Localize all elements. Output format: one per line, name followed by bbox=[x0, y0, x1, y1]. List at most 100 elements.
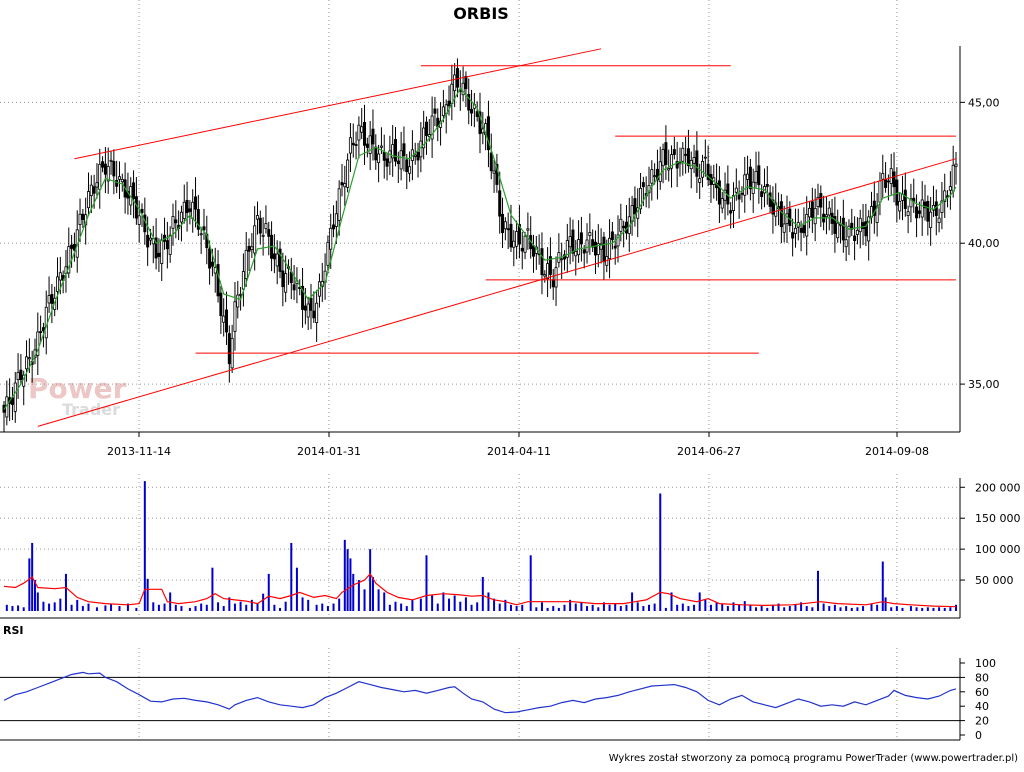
chart-title: ORBIS bbox=[453, 4, 509, 23]
volume-bar bbox=[400, 603, 403, 611]
candle-body bbox=[723, 189, 727, 201]
volume-bar bbox=[608, 604, 611, 611]
candle-body bbox=[467, 93, 471, 111]
candle-body bbox=[672, 149, 676, 155]
candle-body bbox=[455, 68, 459, 88]
candle-body bbox=[948, 186, 952, 191]
candle-body bbox=[275, 253, 279, 267]
candle-body bbox=[684, 153, 688, 156]
candle-body bbox=[523, 235, 527, 253]
price-y-tick-label: 45,00 bbox=[968, 96, 1000, 109]
candle-body bbox=[278, 248, 282, 272]
candle-body bbox=[655, 168, 659, 181]
volume-bar bbox=[597, 607, 600, 611]
volume-bar bbox=[146, 578, 149, 611]
rsi-y-tick-label: 80 bbox=[975, 671, 989, 684]
volume-bar bbox=[267, 573, 270, 611]
candle-body bbox=[819, 193, 823, 208]
volume-y-tick-label: 100 000 bbox=[975, 543, 1021, 556]
candle-body bbox=[379, 145, 383, 148]
volume-bar bbox=[845, 606, 848, 611]
rsi-y-tick-label: 20 bbox=[975, 715, 989, 728]
candle-body bbox=[365, 143, 369, 148]
volume-bar bbox=[895, 606, 898, 611]
volume-bar bbox=[557, 607, 560, 611]
candle-body bbox=[109, 159, 113, 162]
candle-body bbox=[47, 295, 51, 304]
volume-bar bbox=[884, 597, 887, 611]
volume-bar bbox=[619, 606, 622, 611]
support-resistance-lines bbox=[37, 48, 957, 427]
candle-body bbox=[112, 161, 116, 177]
candle-body bbox=[326, 241, 330, 266]
candle-body bbox=[768, 192, 772, 207]
candle-body bbox=[334, 213, 338, 227]
candle-body bbox=[292, 284, 296, 291]
candle-body bbox=[675, 161, 679, 169]
candle-body bbox=[546, 263, 550, 280]
candle-body bbox=[402, 143, 406, 157]
volume-bar bbox=[453, 595, 456, 611]
volume-bar bbox=[540, 602, 543, 611]
candle-body bbox=[132, 182, 136, 200]
volume-bar bbox=[217, 602, 220, 611]
candle-body bbox=[898, 200, 902, 212]
volume-bar bbox=[279, 607, 282, 611]
volume-bar bbox=[777, 603, 780, 611]
candle-body bbox=[565, 240, 569, 258]
candle-body bbox=[734, 187, 738, 193]
candle-body bbox=[199, 233, 203, 236]
volume-bar bbox=[839, 607, 842, 611]
price-panel: 35,00 40,00 45,00 2013-11-14 2014-01-31 2014… bbox=[0, 0, 1000, 458]
volume-bar bbox=[811, 607, 814, 611]
volume-bar bbox=[126, 603, 129, 611]
volume-bar bbox=[352, 573, 355, 611]
volume-bar bbox=[932, 607, 935, 611]
candle-body bbox=[106, 166, 110, 182]
candle-body bbox=[188, 208, 192, 212]
candle-body bbox=[788, 208, 792, 226]
candle-body bbox=[909, 198, 913, 208]
volume-bar bbox=[135, 607, 138, 611]
volume-bar bbox=[901, 607, 904, 611]
volume-bar bbox=[470, 604, 473, 611]
volume-bar bbox=[546, 607, 549, 611]
candle-body bbox=[56, 276, 60, 292]
volume-bar bbox=[307, 599, 310, 611]
volume-bar bbox=[411, 599, 414, 611]
candle-body bbox=[915, 206, 919, 219]
volume-bar bbox=[17, 605, 20, 611]
volume-bar bbox=[256, 603, 259, 611]
volume-bar bbox=[822, 603, 825, 611]
volume-bar bbox=[222, 606, 225, 611]
volume-bar bbox=[670, 592, 673, 611]
candle-body bbox=[731, 195, 735, 211]
candle-body bbox=[72, 243, 76, 251]
candle-body bbox=[906, 211, 910, 216]
candle-body bbox=[332, 224, 336, 230]
candle-body bbox=[50, 294, 54, 304]
candle-body bbox=[394, 139, 398, 162]
candle-body bbox=[740, 192, 744, 195]
candle-body bbox=[329, 227, 333, 250]
candle-body bbox=[210, 261, 214, 267]
volume-bar bbox=[349, 558, 352, 611]
candle-body bbox=[737, 194, 741, 200]
volume-bar bbox=[938, 607, 941, 611]
volume-bar bbox=[816, 570, 819, 611]
candle-body bbox=[571, 229, 575, 254]
candle-body bbox=[160, 239, 164, 264]
volume-bar bbox=[194, 606, 197, 611]
volume-y-tick-label: 200 000 bbox=[975, 481, 1021, 494]
candle-body bbox=[934, 201, 938, 217]
candle-body bbox=[695, 150, 699, 177]
powertrader-watermark: Power Trader bbox=[28, 372, 127, 419]
candle-body bbox=[599, 243, 603, 250]
candle-body bbox=[954, 163, 958, 167]
volume-bar bbox=[921, 607, 924, 611]
candle-body bbox=[585, 239, 589, 253]
candle-body bbox=[515, 231, 519, 247]
rsi-y-tick-label: 60 bbox=[975, 686, 989, 699]
volume-bar bbox=[81, 606, 84, 611]
candle-body bbox=[470, 108, 474, 114]
